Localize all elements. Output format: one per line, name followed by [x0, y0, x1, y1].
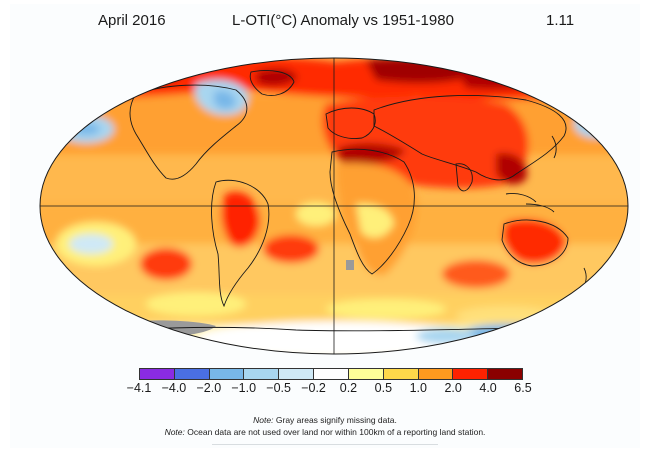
colorbar-tick-label: −2.0: [196, 381, 222, 395]
bottom-rule: [212, 444, 438, 445]
colorbar-swatch: [174, 369, 210, 379]
colorbar-tick-label: 1.0: [409, 381, 427, 395]
colorbar-tick-label: 6.5: [514, 381, 532, 395]
colorbar-tick-label: −4.1: [126, 381, 152, 395]
colorbar-swatch: [348, 369, 384, 379]
colorbar-tick-label: −1.0: [231, 381, 257, 395]
colorbar-tick-label: 0.5: [374, 381, 393, 395]
global-mean-value: 1.11: [546, 12, 575, 29]
colorbar-swatch: [488, 369, 522, 379]
note-text: Ocean data are not used over land nor wi…: [187, 427, 486, 437]
colorbar-swatch: [279, 369, 315, 379]
colorbar-swatch: [209, 369, 245, 379]
colorbar-swatch: [383, 369, 419, 379]
map-outline: [39, 57, 629, 355]
note-ocean-data: Note: Ocean data are not used over land …: [0, 426, 650, 438]
missing-data-region: [346, 260, 354, 270]
note-prefix: Note:: [164, 427, 185, 437]
colorbar-tick-label: 4.0: [479, 381, 497, 395]
note-text: Gray areas signify missing data.: [275, 415, 397, 425]
map-header: April 2016 L-OTI(°C) Anomaly vs 1951-198…: [0, 12, 650, 34]
anomaly-map: [36, 54, 632, 358]
colorbar-tick-label: −4.0: [161, 381, 187, 395]
world-map-svg: [39, 57, 629, 355]
colorbar-tick-label: −0.2: [301, 381, 326, 395]
note-missing-data: Note: Gray areas signify missing data.: [0, 414, 650, 426]
colorbar-swatch: [244, 369, 280, 379]
colorbar-swatch: [418, 369, 454, 379]
colorbar-tick-label: −0.5: [266, 381, 291, 395]
map-title: L-OTI(°C) Anomaly vs 1951-1980: [232, 12, 454, 29]
colorbar: [139, 368, 523, 380]
month-label: April 2016: [98, 12, 166, 29]
colorbar-tick-label: 2.0: [444, 381, 462, 395]
note-prefix: Note:: [253, 415, 274, 425]
colorbar-tick-label: 0.2: [339, 381, 358, 395]
colorbar-swatch: [453, 369, 489, 379]
colorbar-swatch: [140, 369, 175, 379]
colorbar-swatch: [314, 369, 349, 379]
notes: Note: Gray areas signify missing data. N…: [0, 414, 650, 438]
colorbar-labels: −4.1 −4.0 −2.0 −1.0 −0.5 −0.2 0.2 0.5 1.0 2.0 4.0 6…: [0, 381, 650, 397]
